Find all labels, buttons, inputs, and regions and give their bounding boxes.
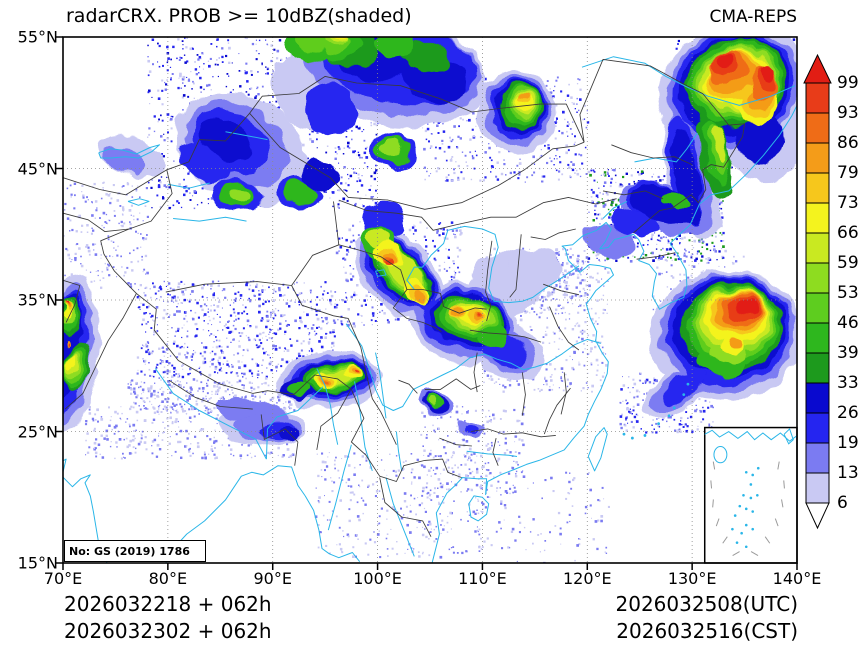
valid-time-utc: 2026032508(UTC) bbox=[615, 592, 799, 616]
colorbar-label: 53 bbox=[837, 283, 859, 303]
probability-speckle bbox=[63, 37, 797, 563]
colorbar-label: 93 bbox=[837, 103, 859, 123]
coastlines-rivers bbox=[63, 56, 797, 563]
colorbar-label: 33 bbox=[837, 373, 859, 393]
colorbar-over-arrow bbox=[803, 53, 832, 84]
x-tick-label: 110°E bbox=[458, 569, 507, 588]
init-time-cst: 2026032302 + 062h bbox=[64, 619, 272, 643]
y-tick-label: 25°N bbox=[17, 422, 58, 441]
model-name-label: CMA-REPS bbox=[709, 7, 797, 27]
x-tick-label: 100°E bbox=[353, 569, 402, 588]
axis-ticks bbox=[56, 36, 798, 570]
x-tick-label: 70°E bbox=[43, 569, 83, 588]
colorbar-label: 66 bbox=[837, 223, 859, 243]
colorbar-label: 59 bbox=[837, 253, 859, 273]
boundaries bbox=[63, 58, 746, 537]
colorbar-label: 86 bbox=[837, 133, 859, 153]
valid-time-cst: 2026032516(CST) bbox=[616, 619, 798, 643]
y-tick-label: 15°N bbox=[17, 553, 58, 573]
colorbar-label: 39 bbox=[837, 343, 859, 363]
page-title: radarCRX. PROB >= 10dBZ(shaded) bbox=[66, 5, 412, 27]
colorbar-under-arrow bbox=[805, 502, 830, 530]
colorbar bbox=[803, 53, 832, 530]
colorbar-label: 99 bbox=[837, 73, 859, 93]
y-tick-label: 35°N bbox=[17, 290, 58, 310]
colorbar-label: 46 bbox=[837, 313, 859, 333]
colorbar-label: 26 bbox=[837, 403, 859, 423]
x-tick-label: 90°E bbox=[253, 569, 292, 588]
x-tick-label: 130°E bbox=[667, 569, 717, 588]
x-tick-label: 120°E bbox=[562, 569, 612, 588]
south-china-sea-inset bbox=[703, 426, 798, 564]
colorbar-label: 79 bbox=[837, 163, 859, 183]
init-time-utc: 2026032218 + 062h bbox=[64, 592, 272, 616]
colorbar-label: 19 bbox=[837, 433, 859, 453]
probability-field bbox=[63, 37, 797, 448]
x-tick-label: 140°E bbox=[772, 569, 822, 588]
x-tick-label: 80°E bbox=[148, 569, 188, 588]
colorbar-label: 13 bbox=[837, 463, 859, 483]
y-tick-label: 45°N bbox=[17, 159, 58, 178]
y-tick-label: 55°N bbox=[17, 27, 58, 47]
license-watermark: No: GS (2019) 1786 bbox=[64, 540, 206, 562]
colorbar-label: 6 bbox=[837, 493, 848, 513]
colorbar-label: 73 bbox=[837, 193, 859, 213]
